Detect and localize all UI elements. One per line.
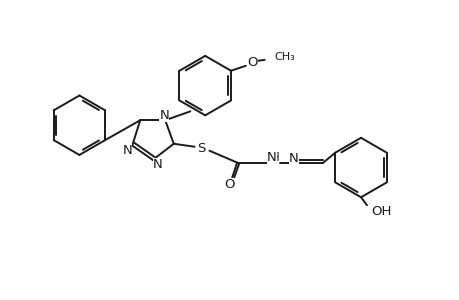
Text: OH: OH (370, 205, 391, 218)
Text: O: O (224, 178, 234, 191)
Text: N: N (152, 158, 162, 171)
Text: N: N (288, 152, 298, 165)
Text: O: O (247, 56, 257, 69)
Text: N: N (159, 109, 169, 122)
Text: H: H (270, 151, 279, 164)
Text: S: S (197, 142, 205, 155)
Text: N: N (122, 144, 132, 157)
Text: N: N (266, 151, 276, 164)
Text: CH₃: CH₃ (274, 52, 295, 62)
